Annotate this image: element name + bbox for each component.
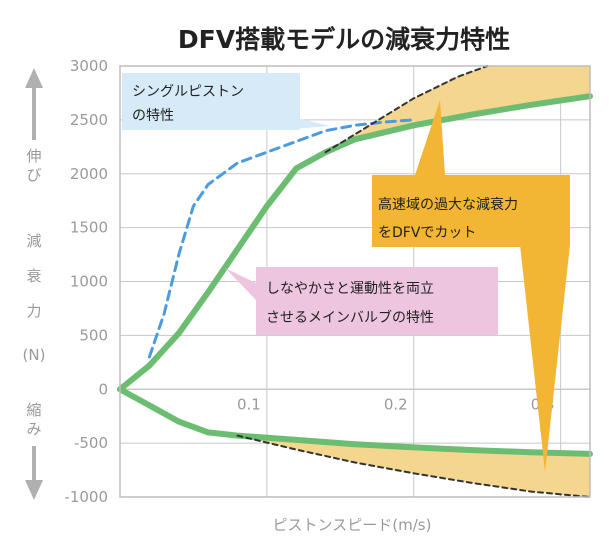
ylabel-top-1: 伸 — [26, 147, 41, 165]
y-tick-label: 1000 — [70, 273, 108, 291]
high-speed-cut-callout: 高速域の過大な減衰力 をDFVでカット — [372, 100, 570, 472]
series-main-valve-extension — [117, 93, 593, 393]
single-piston-callout: シングルピストン の特性 — [122, 73, 330, 130]
single-piston-text-1: シングルピストン — [132, 84, 244, 100]
extension-arrow-head — [25, 68, 43, 88]
chart-title: DFV搭載モデルの減衰力特性 — [178, 25, 510, 54]
high-speed-cut-region — [237, 66, 590, 497]
single-piston-callout-box — [122, 73, 300, 130]
high-speed-cut-text-1: 高速域の過大な減衰力 — [378, 196, 518, 213]
y-tick-label: 0 — [98, 380, 108, 398]
main-valve-callout-pointer — [225, 268, 258, 302]
high-speed-cut-pointer-bottom — [520, 245, 570, 472]
extension-cut-area — [325, 66, 590, 153]
ylabel-char-1: 減 — [26, 232, 41, 250]
y-tick-label: 500 — [79, 326, 108, 344]
ylabel-bottom-2: み — [26, 420, 41, 438]
y-tick-label: -1000 — [64, 488, 108, 506]
y-tick-label: 2500 — [70, 111, 108, 129]
axis-ticks: 300025002000150010005000-500-10000.10.20… — [64, 57, 554, 506]
single-piston-text-2: の特性 — [132, 108, 174, 124]
high-speed-cut-box — [372, 175, 570, 247]
main-valve-callout-box — [256, 267, 498, 335]
series-main-valve-compression — [117, 386, 593, 457]
high-speed-cut-pointer-top — [415, 100, 445, 175]
compression-arrow-head — [25, 480, 43, 500]
plot-border — [119, 65, 591, 498]
main-valve-callout: しなやかさと運動性を両立 させるメインバルブの特性 — [225, 267, 498, 335]
y-tick-label: 3000 — [70, 57, 108, 75]
series-conventional-extension — [324, 65, 489, 154]
main-valve-text-2: させるメインバルブの特性 — [266, 309, 434, 326]
ylabel-unit: (N) — [23, 346, 46, 364]
series-lines — [117, 65, 593, 498]
ylabel-bottom-1: 縮 — [26, 401, 41, 419]
series-conventional-compression — [236, 434, 591, 498]
y-tick-label: 2000 — [70, 165, 108, 183]
series-single-piston — [147, 118, 416, 359]
x-tick-label: 0.2 — [384, 395, 408, 413]
compression-cut-area — [237, 435, 590, 497]
high-speed-cut-text-2: をDFVでカット — [378, 225, 476, 241]
ylabel-char-2: 衰 — [26, 267, 41, 285]
y-axis-label: 伸 び 減 衰 力 (N) 縮 み — [23, 68, 46, 500]
ylabel-char-3: 力 — [26, 302, 41, 320]
plot-frame — [119, 65, 591, 498]
y-tick-label: 1500 — [70, 219, 108, 237]
x-tick-label: 0.1 — [237, 395, 261, 413]
x-axis-label: ピストンスピード(m/s) — [273, 516, 432, 534]
y-tick-label: -500 — [74, 434, 108, 452]
ylabel-top-2: び — [26, 166, 41, 184]
main-valve-text-1: しなやかさと運動性を両立 — [266, 281, 434, 297]
